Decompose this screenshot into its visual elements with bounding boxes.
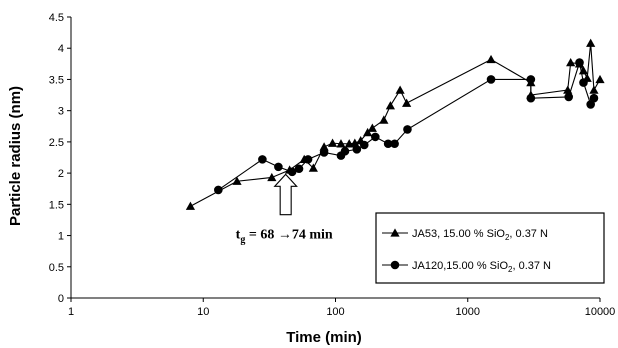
series-ja53 bbox=[185, 38, 605, 210]
annotation: tg = 68 →74 min bbox=[236, 173, 333, 246]
triangle-marker bbox=[350, 138, 360, 147]
y-tick-label: 0 bbox=[58, 293, 64, 305]
circle-marker bbox=[214, 185, 223, 195]
circle-marker bbox=[303, 155, 313, 164]
x-tick-label: 10 bbox=[197, 306, 209, 318]
legend-label: JA53, 15.00 % SiO2, 0.37 N bbox=[412, 228, 548, 242]
circle-marker bbox=[258, 155, 267, 164]
circle-marker bbox=[589, 93, 599, 103]
legend: JA53, 15.00 % SiO2, 0.37 N JA120,15.00 % … bbox=[375, 212, 605, 284]
triangle-marker bbox=[327, 138, 338, 147]
triangle-marker bbox=[319, 142, 329, 151]
circle-marker bbox=[383, 139, 393, 149]
y-axis-ticks: 0 0.5 1 1.5 2 2.5 3 3.5 4 4.5 bbox=[49, 12, 71, 305]
circle-marker bbox=[352, 145, 362, 154]
triangle-marker bbox=[232, 176, 242, 185]
y-tick-label: 4.5 bbox=[49, 12, 64, 24]
y-tick-label: 1.5 bbox=[49, 199, 64, 211]
legend-item: JA53, 15.00 % SiO2, 0.37 N bbox=[382, 228, 548, 242]
up-arrow bbox=[273, 173, 298, 216]
legend-item: JA120,15.00 % SiO2, 0.37 N bbox=[382, 260, 551, 274]
circle-marker bbox=[486, 75, 496, 84]
triangle-marker bbox=[308, 163, 318, 172]
circle-marker bbox=[575, 58, 584, 67]
circle-marker bbox=[294, 164, 304, 174]
y-tick-label: 1 bbox=[58, 231, 64, 243]
triangle-marker bbox=[385, 101, 395, 110]
circle-marker bbox=[390, 260, 400, 270]
y-tick-label: 0.5 bbox=[49, 262, 64, 274]
legend-label: JA120,15.00 % SiO2, 0.37 N bbox=[412, 260, 551, 274]
y-tick-label: 2 bbox=[58, 168, 64, 180]
x-axis-title: Time (min) bbox=[286, 329, 362, 346]
triangle-marker bbox=[595, 74, 605, 84]
x-axis-ticks: 1 10 100 1000 10000 bbox=[68, 298, 615, 318]
circle-marker bbox=[359, 140, 369, 150]
circle-marker bbox=[526, 75, 536, 84]
triangle-marker bbox=[363, 127, 373, 137]
circle-marker bbox=[526, 93, 536, 103]
triangle-marker bbox=[395, 85, 405, 94]
triangle-marker bbox=[185, 201, 196, 210]
circle-marker bbox=[274, 162, 283, 172]
x-tick-label: 1 bbox=[68, 306, 74, 318]
y-tick-label: 3.5 bbox=[49, 74, 64, 86]
triangle-marker bbox=[390, 228, 400, 237]
triangle-marker bbox=[586, 38, 596, 47]
triangle-marker bbox=[267, 172, 277, 182]
circle-marker bbox=[287, 167, 297, 177]
x-tick-label: 10000 bbox=[585, 306, 616, 318]
x-tick-label: 1000 bbox=[456, 306, 480, 318]
y-tick-label: 3 bbox=[58, 106, 64, 118]
circle-marker bbox=[319, 148, 329, 157]
circle-marker bbox=[403, 125, 412, 134]
circle-marker bbox=[564, 92, 574, 102]
triangle-marker bbox=[379, 115, 389, 124]
triangle-marker bbox=[367, 123, 377, 132]
series-ja120 bbox=[214, 58, 599, 195]
y-axis-title: Particle radius (nm) bbox=[7, 86, 24, 226]
circle-marker bbox=[340, 146, 350, 156]
triangle-marker bbox=[566, 57, 576, 67]
y-tick-label: 2.5 bbox=[49, 137, 64, 149]
series-layer bbox=[185, 38, 605, 210]
x-tick-label: 100 bbox=[326, 306, 344, 318]
circle-marker bbox=[579, 78, 588, 87]
triangle-marker bbox=[336, 139, 346, 148]
series-line bbox=[190, 43, 601, 207]
y-tick-label: 4 bbox=[58, 43, 64, 55]
circle-marker bbox=[390, 139, 399, 149]
tg-annotation-text: tg = 68 →74 min bbox=[236, 228, 333, 246]
circle-marker bbox=[371, 132, 380, 142]
triangle-marker bbox=[589, 85, 599, 94]
triangle-marker bbox=[402, 98, 412, 107]
legend-box bbox=[375, 212, 605, 284]
triangle-marker bbox=[486, 54, 496, 64]
